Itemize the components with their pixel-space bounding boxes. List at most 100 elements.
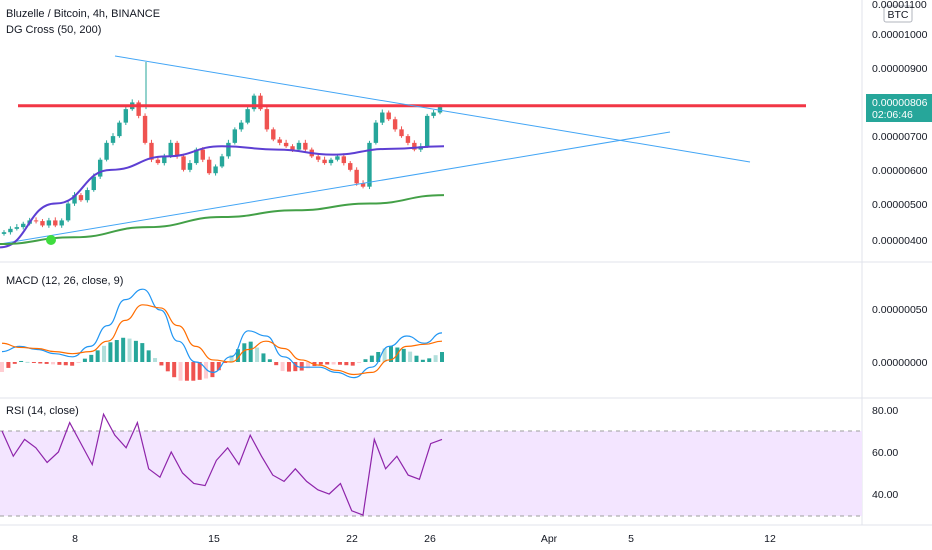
macd-histogram-bar (82, 358, 87, 362)
macd-histogram-bar (420, 359, 425, 362)
macd-histogram-bar (286, 362, 291, 372)
candle-body (14, 227, 20, 229)
rsi-label: RSI (14, close) (6, 405, 79, 417)
countdown-label: 02:06:46 (872, 109, 913, 121)
macd-histogram-bar (108, 342, 113, 362)
candle-body (424, 115, 430, 147)
candle-body (97, 159, 103, 177)
candle-body (117, 122, 122, 137)
candle-body (72, 195, 77, 204)
macd-tick: 0.00000050 (872, 304, 928, 316)
macd-tick: 0.00000000 (872, 357, 928, 369)
macd-histogram-bar (19, 360, 24, 362)
macd-histogram-bar (140, 343, 145, 362)
rsi-line (1, 412, 443, 516)
macd-histogram-bar (70, 362, 75, 366)
price-tick: 0.00000600 (872, 165, 928, 177)
current-price-label: 0.00000806 (872, 97, 928, 109)
candle-body (348, 163, 353, 170)
candle-body (65, 203, 71, 221)
macd-histogram-bar (440, 352, 444, 362)
macd-histogram-bar (146, 350, 151, 362)
macd-histogram-bar (293, 362, 298, 372)
candle-body (251, 95, 257, 110)
overlay-lines (0, 55, 806, 249)
rsi-axis[interactable]: 80.00 60.00 40.00 (872, 405, 898, 501)
macd-histogram-bar (102, 345, 107, 362)
macd-histogram-bar (267, 359, 272, 362)
candle-body (149, 142, 154, 160)
candle-body (335, 156, 340, 160)
macd-histogram-bar (331, 362, 336, 365)
currency-badge-label: BTC (888, 9, 909, 21)
candle-body (155, 159, 161, 164)
macd-histogram-bar (159, 362, 164, 366)
rsi-tick: 40.00 (872, 489, 898, 501)
current-price-marker: 0.00000806 02:06:46 (866, 94, 932, 122)
macd-histogram-bar (401, 348, 406, 362)
macd-histogram-bar (165, 362, 170, 372)
ma200-line (0, 194, 445, 245)
macd-axis[interactable]: 0.00000050 0.00000000 (872, 304, 928, 369)
candle-body (187, 163, 193, 170)
macd-histogram-bar (153, 358, 158, 362)
macd-histogram-bar (6, 362, 11, 368)
macd-histogram-bar (242, 343, 247, 362)
candle-body (194, 149, 199, 164)
candle-body (328, 159, 334, 164)
candle-body (290, 146, 295, 150)
macd-histogram-bar (427, 358, 432, 362)
macd-histogram-bar (306, 362, 311, 369)
macd-histogram-bar (229, 355, 234, 362)
macd-histogram-bar (337, 362, 342, 365)
candle-body (386, 112, 391, 120)
candle-body (200, 149, 205, 160)
macd-histogram-bar (210, 362, 215, 378)
candlestick-series (1, 61, 443, 236)
candle-body (174, 142, 180, 157)
macd-histogram-bar (261, 353, 266, 362)
macd-histogram-bar (184, 362, 189, 381)
candle-body (1, 232, 7, 234)
candle-body (219, 156, 225, 167)
macd-histogram-bar (121, 337, 126, 362)
candle-body (181, 156, 186, 170)
time-tick: 22 (346, 533, 358, 545)
candle-body (78, 195, 84, 201)
currency-badge[interactable]: BTC (883, 5, 913, 23)
price-axis[interactable]: 0.00001100 0.00001000 0.00000900 0.00000… (872, 0, 928, 247)
candle-body (136, 102, 141, 116)
time-axis[interactable]: 8 15 22 26 Apr 5 12 (72, 533, 776, 545)
macd-histogram-bar (51, 362, 56, 365)
candle-body (232, 129, 238, 143)
candle-body (405, 136, 411, 143)
rsi-tick: 80.00 (872, 405, 898, 417)
candle-body (53, 220, 58, 226)
macd-panel (0, 288, 444, 381)
candle-body (354, 169, 359, 184)
candle-body (110, 136, 116, 143)
macd-histogram-bar (235, 349, 240, 362)
signal-line (1, 304, 443, 376)
golden-cross-marker (46, 235, 56, 245)
price-tick: 0.00001100 (872, 0, 927, 11)
macd-histogram-bar (76, 362, 81, 363)
macd-histogram-bar (388, 346, 393, 362)
price-tick: 0.00000400 (872, 235, 928, 247)
candle-body (206, 159, 212, 174)
time-tick: 5 (628, 533, 634, 545)
macd-histogram-bar (255, 347, 260, 362)
candle-body (322, 159, 327, 164)
macd-histogram-bar (25, 361, 30, 363)
macd-histogram-bar (38, 362, 43, 364)
macd-histogram-bar (133, 340, 138, 362)
ascending-trendline (0, 131, 671, 245)
macd-histogram-bar (363, 359, 368, 362)
candle-body (303, 142, 308, 150)
rsi-tick: 60.00 (872, 447, 898, 459)
candle-body (296, 142, 302, 150)
macd-histogram-bar (204, 362, 209, 379)
candle-body (283, 142, 289, 147)
candle-body (46, 220, 52, 226)
